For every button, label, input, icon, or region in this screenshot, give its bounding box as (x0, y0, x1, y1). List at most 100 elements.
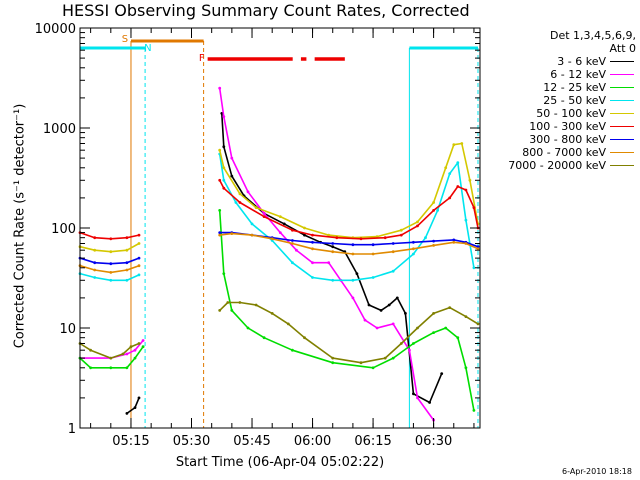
data-point (303, 336, 306, 340)
series-12-25-kev (78, 209, 476, 412)
legend-entry-label: 3 - 6 keV (557, 55, 606, 68)
series-layer (78, 86, 480, 422)
legend-entry-label: 12 - 25 keV (543, 81, 606, 94)
data-point (424, 236, 427, 240)
legend-swatch (610, 87, 634, 88)
legend-swatch (610, 165, 634, 166)
data-point (278, 215, 282, 219)
data-point (262, 336, 266, 340)
legend-swatch (610, 74, 634, 75)
data-point (351, 243, 355, 247)
data-point (93, 261, 97, 265)
saa-label: S (122, 34, 128, 45)
data-point (412, 252, 415, 256)
data-point (250, 222, 254, 226)
data-point (367, 303, 371, 307)
data-point (230, 232, 234, 236)
data-point (270, 237, 274, 241)
data-point (286, 322, 290, 326)
data-point (291, 228, 294, 232)
data-point (238, 192, 242, 196)
data-point (125, 352, 129, 356)
legend-entry: 7000 - 20000 keV (484, 159, 636, 172)
data-point (222, 178, 226, 182)
data-point (387, 303, 391, 307)
data-point (476, 247, 480, 251)
series-7000-20000-kev (78, 301, 480, 365)
data-point (262, 212, 266, 215)
data-point (137, 342, 141, 345)
legend-entry-label: 7000 - 20000 keV (508, 159, 606, 172)
series-25-50-kev (78, 152, 476, 282)
data-point (254, 206, 258, 210)
series-800-7000-kev (78, 232, 480, 274)
data-point (125, 261, 129, 265)
data-point (464, 315, 468, 318)
chart-title: HESSI Observing Summary Count Rates, Cor… (62, 1, 470, 20)
y-tick-label: 1000 (43, 122, 76, 137)
data-point (335, 236, 339, 240)
data-point (327, 233, 331, 237)
data-point (141, 339, 145, 342)
data-point (404, 312, 407, 315)
legend-entry: 6 - 12 keV (484, 68, 636, 81)
data-point (351, 296, 355, 300)
data-point (391, 322, 395, 326)
data-point (129, 345, 133, 349)
data-point (416, 224, 419, 228)
data-point (230, 309, 234, 312)
data-point (254, 303, 258, 307)
data-point (331, 361, 335, 365)
legend-swatch (610, 139, 634, 140)
data-point (383, 356, 387, 360)
data-point (93, 268, 97, 272)
data-point (218, 231, 222, 235)
data-point (262, 215, 266, 219)
data-point (327, 261, 331, 265)
data-point (238, 201, 242, 204)
data-point (472, 409, 476, 412)
data-point (416, 220, 419, 224)
data-point (371, 252, 375, 256)
data-point (303, 226, 306, 230)
data-point (432, 239, 435, 243)
data-point (222, 145, 226, 149)
data-point (416, 326, 419, 330)
data-point (218, 209, 222, 212)
data-point (141, 345, 145, 349)
data-point (428, 401, 431, 404)
legend-swatch (610, 152, 634, 153)
data-point (89, 348, 92, 352)
data-point (440, 372, 444, 375)
data-point (311, 261, 314, 265)
data-point (408, 348, 411, 352)
series-line (79, 301, 479, 364)
data-point (444, 326, 448, 330)
data-point (432, 331, 435, 334)
data-point (359, 237, 363, 241)
data-point (412, 247, 415, 251)
data-point (218, 86, 222, 90)
data-point (448, 196, 452, 200)
data-point (351, 252, 355, 256)
data-point (448, 306, 452, 309)
legend: Det 1,3,4,5,6,9, Att 0 3 - 6 keV 6 - 12 k… (484, 29, 636, 172)
data-point (291, 348, 294, 352)
data-point (331, 245, 335, 249)
data-point (432, 201, 435, 204)
plot-frame (79, 27, 481, 429)
x-tick-label: 05:45 (233, 434, 270, 449)
data-point (230, 174, 234, 178)
data-point (456, 336, 460, 340)
series-line (126, 113, 443, 415)
data-point (456, 185, 460, 188)
data-point (383, 236, 387, 240)
data-point (311, 233, 314, 237)
data-point (246, 190, 250, 194)
data-point (476, 245, 480, 249)
data-point (468, 178, 472, 182)
data-point (125, 236, 129, 240)
data-point (93, 236, 97, 240)
data-point (460, 142, 464, 145)
data-point (464, 188, 468, 192)
